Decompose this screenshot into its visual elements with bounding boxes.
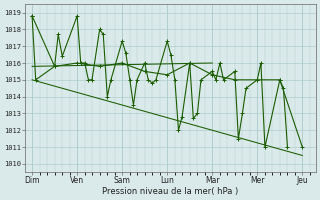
X-axis label: Pression niveau de la mer( hPa ): Pression niveau de la mer( hPa )	[102, 187, 239, 196]
